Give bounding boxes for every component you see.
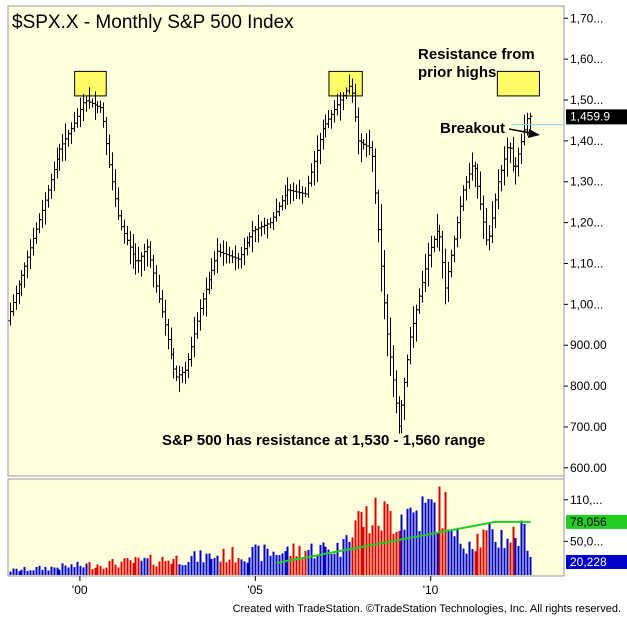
price-tick-label: 1,50... [570, 93, 603, 107]
price-tick-label: 1,00... [570, 297, 603, 311]
price-tick-label: 1,10... [570, 256, 603, 270]
chart-title: $SPX.X - Monthly S&P 500 Index [12, 12, 294, 33]
volume-moving-average-line [276, 520, 531, 564]
resistance-zone [496, 70, 540, 97]
date-tick-label: '10 [423, 583, 439, 597]
breakout-arrowhead [528, 129, 540, 138]
price-tick-label: 900.00 [570, 338, 607, 352]
price-tick-label: 1,20... [570, 216, 603, 230]
price-tick-label: 1,70... [570, 11, 603, 25]
last-price-marker [566, 109, 627, 125]
volume-tick-label: 50,0... [570, 534, 603, 548]
price-tick-label: 1,60... [570, 52, 603, 66]
resistance-annotation-line-1: Resistance from [418, 46, 535, 63]
price-tick-label: 600.00 [570, 461, 607, 475]
price-bars [8, 74, 533, 434]
summary-annotation: S&P 500 has resistance at 1,530 - 1,560 … [162, 432, 485, 449]
resistance-zone [74, 70, 107, 97]
volume-ma-marker [566, 514, 627, 529]
price-tick-label: 800.00 [570, 379, 607, 393]
volume-bars [9, 486, 532, 575]
volume-ma-label: 78,056 [570, 515, 607, 529]
volume-tick-label: 110,... [570, 493, 602, 507]
date-axis-ticks: '00 '05 '10 [72, 576, 439, 597]
price-tick-label: 700.00 [570, 420, 607, 434]
last-price-label: 1,459.9 [570, 109, 610, 123]
price-axis-ticks: 1,70... 1,60... 1,50... 1,40... 1,30... 1,20.… [564, 11, 607, 475]
footer-credit: Created with TradeStation. ©TradeStation… [232, 603, 621, 615]
resistance-annotation-line-2: prior highs [418, 64, 496, 81]
date-tick-label: '05 [247, 583, 263, 597]
price-tick-label: 1,40... [570, 134, 603, 148]
volume-last-marker [566, 554, 627, 569]
date-tick-label: '00 [72, 583, 88, 597]
volume-last-label: 20,228 [570, 555, 607, 569]
price-tick-label: 1,30... [570, 175, 603, 189]
volume-axis-ticks: 110,... 50,0... [564, 493, 603, 548]
breakout-annotation: Breakout [440, 120, 505, 137]
resistance-zones [74, 70, 540, 97]
resistance-zone [328, 70, 363, 97]
resistance-annotation: Resistance from prior highs [418, 46, 539, 81]
